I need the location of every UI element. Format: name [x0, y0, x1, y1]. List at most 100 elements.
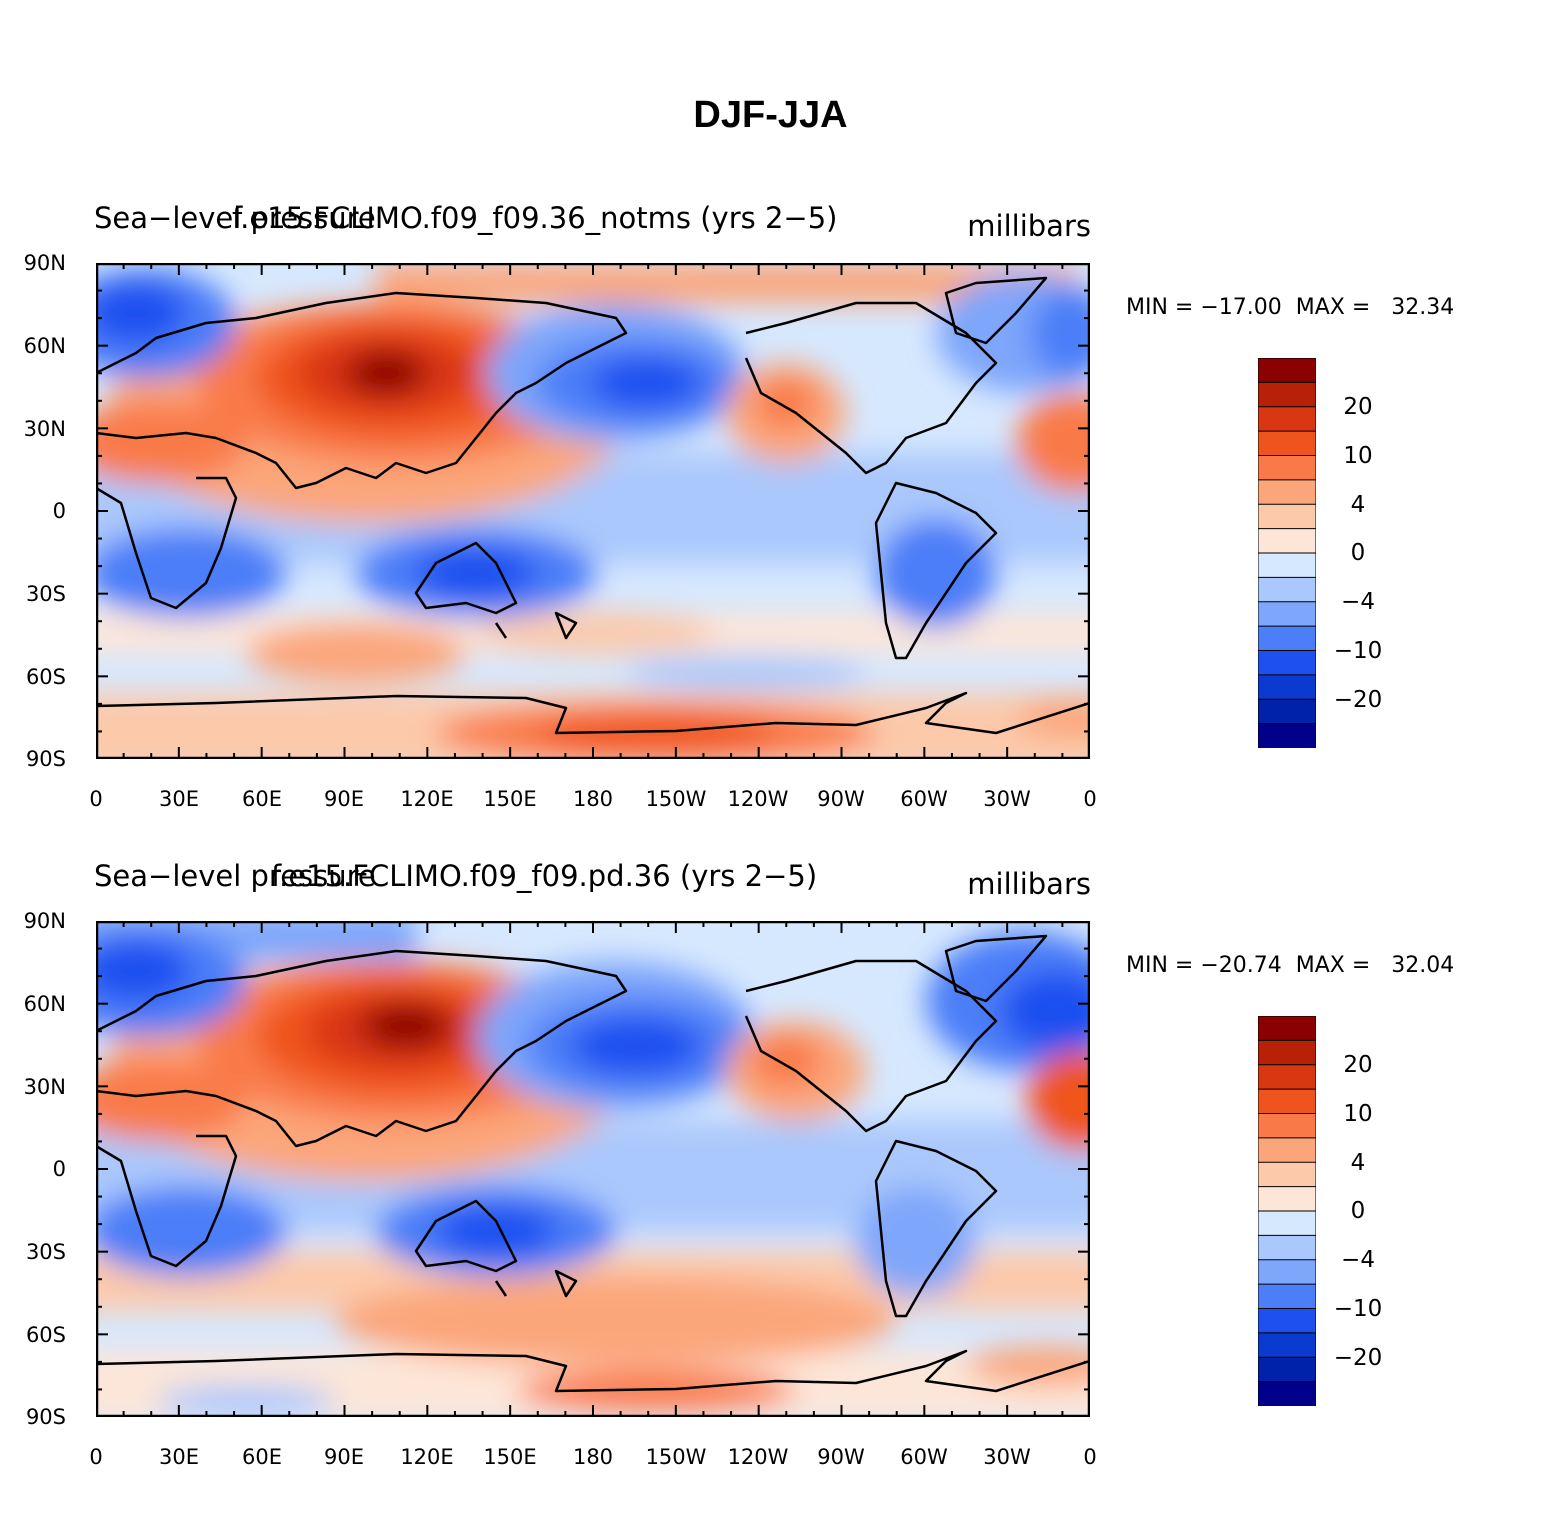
ytick-60n: 60N: [23, 334, 66, 358]
ytick-90s: 90S: [25, 1405, 66, 1429]
ytick-30s: 30S: [25, 582, 66, 606]
xtick-30e: 30E: [159, 1445, 199, 1469]
ytick-eq: 0: [52, 1157, 66, 1181]
axis-ticks: [96, 921, 1090, 1417]
xtick-30w: 30W: [983, 1445, 1031, 1469]
ytick-90n: 90N: [23, 251, 66, 275]
colorbar-swatch: [1258, 1283, 1316, 1310]
min-max-readout: MIN = −17.00 MAX = 32.34: [1126, 295, 1454, 320]
colorbar-swatch: [1258, 625, 1316, 652]
colorbar-swatch: [1258, 1308, 1316, 1334]
case-label: f.e15.FCLIMO.f09_f09.pd.36 (yrs 2−5): [271, 859, 818, 893]
colorbar-swatch: [1258, 1016, 1316, 1042]
xtick-0: 0: [89, 1445, 103, 1469]
xtick-120e: 120E: [400, 1445, 454, 1469]
colorbar-label-m20: −20: [1333, 1345, 1383, 1371]
colorbar-label-0: 0: [1350, 540, 1366, 566]
colorbar-swatch: [1258, 723, 1316, 748]
case-label: f.e15.FCLIMO.f09_f09.36_notms (yrs 2−5): [232, 201, 838, 235]
colorbar-swatch: [1258, 601, 1316, 628]
ytick-90s: 90S: [25, 747, 66, 771]
xtick-90e: 90E: [324, 1445, 364, 1469]
colorbar-swatch: [1258, 528, 1316, 555]
xtick-120w: 120W: [727, 787, 789, 811]
xtick-180: 180: [572, 787, 614, 811]
colorbar-swatch: [1258, 1234, 1316, 1261]
max-value: MAX = 32.04: [1295, 953, 1455, 978]
colorbar-swatch: [1258, 455, 1316, 481]
colorbar-label-10: 10: [1343, 1101, 1373, 1127]
colorbar-swatch: [1258, 1088, 1316, 1115]
xtick-0: 0: [89, 787, 103, 811]
min-max-readout: MIN = −20.74 MAX = 32.04: [1126, 953, 1454, 978]
xtick-150w: 150W: [645, 787, 707, 811]
ytick-60n: 60N: [23, 992, 66, 1016]
ytick-30n: 30N: [23, 1075, 66, 1099]
slp-difference-map: [96, 921, 1090, 1417]
ytick-60s: 60S: [25, 665, 66, 689]
xtick-90w: 90W: [817, 787, 865, 811]
ytick-eq: 0: [52, 499, 66, 523]
colorbar-label-m20: −20: [1333, 687, 1383, 713]
colorbar-swatch: [1258, 1259, 1316, 1286]
colorbar-swatch: [1258, 1381, 1316, 1406]
colorbar-label-m4: −4: [1341, 1247, 1375, 1273]
colorbar-label-20: 20: [1343, 1052, 1373, 1078]
colorbar-swatch: [1258, 576, 1316, 603]
axis-ticks: [96, 263, 1090, 759]
xtick-60e: 60E: [242, 787, 282, 811]
colorbar-label-20: 20: [1343, 394, 1373, 420]
colorbar-swatch: [1258, 1161, 1316, 1188]
colorbar-swatch: [1258, 1210, 1316, 1237]
xtick-60w: 60W: [900, 1445, 948, 1469]
colorbar-swatch: [1258, 479, 1316, 506]
colorbar-swatch: [1258, 552, 1316, 579]
min-value: MIN = −17.00: [1126, 295, 1282, 320]
ytick-60s: 60S: [25, 1323, 66, 1347]
xtick-150w: 150W: [645, 1445, 707, 1469]
xtick-0-end: 0: [1083, 1445, 1097, 1469]
colorbar-swatch: [1258, 1186, 1316, 1213]
colorbar-swatch: [1258, 1039, 1316, 1066]
colorbar-label-4: 4: [1350, 1150, 1366, 1176]
colorbar-label-4: 4: [1350, 492, 1366, 518]
max-value: MAX = 32.34: [1295, 295, 1455, 320]
units-label: millibars: [967, 867, 1091, 901]
colorbar-swatch: [1258, 698, 1316, 725]
xtick-150e: 150E: [483, 1445, 537, 1469]
xtick-90e: 90E: [324, 787, 364, 811]
colorbar-swatch: [1258, 406, 1316, 433]
colorbar-swatch: [1258, 650, 1316, 676]
colorbar-swatch: [1258, 1064, 1316, 1091]
slp-difference-map: [96, 263, 1090, 759]
ytick-90n: 90N: [23, 909, 66, 933]
colorbar-swatch: [1258, 674, 1316, 701]
min-value: MIN = −20.74: [1126, 953, 1282, 978]
xtick-150e: 150E: [483, 787, 537, 811]
xtick-90w: 90W: [817, 1445, 865, 1469]
xtick-60e: 60E: [242, 1445, 282, 1469]
xtick-60w: 60W: [900, 787, 948, 811]
xtick-30e: 30E: [159, 787, 199, 811]
colorbar-swatch: [1258, 381, 1316, 408]
colorbar-swatch: [1258, 1137, 1316, 1164]
ytick-30s: 30S: [25, 1240, 66, 1264]
colorbar-swatch: [1258, 503, 1316, 530]
colorbar-label-0: 0: [1350, 1198, 1366, 1224]
xtick-120e: 120E: [400, 787, 454, 811]
colorbar-swatch: [1258, 1113, 1316, 1139]
units-label: millibars: [967, 209, 1091, 243]
figure-title: DJF-JJA: [693, 94, 848, 136]
colorbar-swatch: [1258, 430, 1316, 457]
variable-label: Sea−level pressure: [94, 859, 376, 893]
colorbar-label-m4: −4: [1341, 589, 1375, 615]
xtick-30w: 30W: [983, 787, 1031, 811]
xtick-0-end: 0: [1083, 787, 1097, 811]
ytick-30n: 30N: [23, 417, 66, 441]
xtick-120w: 120W: [727, 1445, 789, 1469]
colorbar-label-m10: −10: [1333, 638, 1383, 664]
colorbar-swatch: [1258, 358, 1316, 384]
colorbar: [1258, 1016, 1316, 1406]
colorbar-label-m10: −10: [1333, 1296, 1383, 1322]
colorbar-label-10: 10: [1343, 443, 1373, 469]
